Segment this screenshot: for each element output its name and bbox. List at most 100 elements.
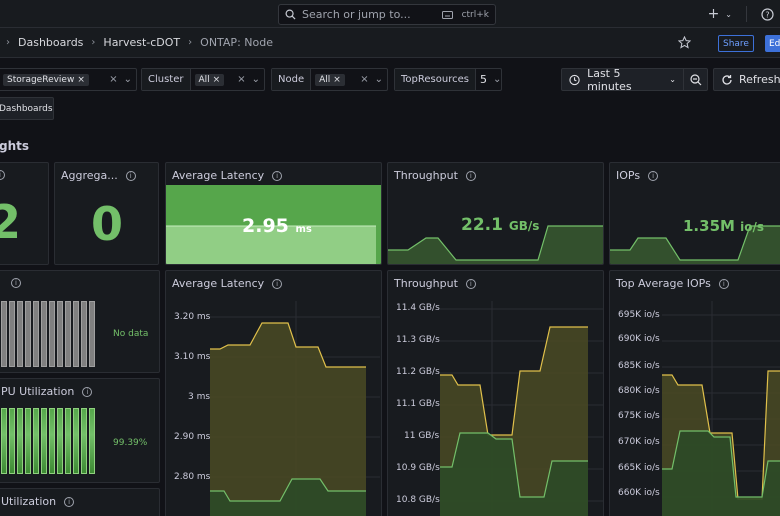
topresources-variable[interactable]: TopResources 5 ⌄	[394, 68, 502, 91]
timeseries-panel-iops[interactable]: Top Average IOPs i 695K io/s 690K io/s 68…	[609, 270, 780, 516]
refresh-button[interactable]: Refresh	[713, 68, 780, 91]
info-icon[interactable]: i	[465, 278, 476, 289]
breadcrumb-folder[interactable]: Harvest-cDOT	[103, 36, 181, 49]
clock-icon	[569, 74, 580, 85]
keyboard-icon	[441, 10, 453, 19]
y-tick: 11.4 GB/s	[396, 303, 440, 313]
stat-panel-throughput[interactable]: Throughput i 22.1 GB/s	[387, 162, 604, 265]
clear-icon[interactable]: ×	[109, 74, 118, 85]
variable-label: TopResources	[395, 69, 476, 90]
variable-chip[interactable]: All ×	[315, 73, 345, 86]
top-bar: Search or jump to... ctrl+k + ⌄ ?	[0, 0, 780, 28]
cpu-value: 99.39%	[113, 438, 148, 448]
stat-unit: ms	[295, 224, 312, 235]
y-tick: 11.3 GB/s	[396, 335, 440, 345]
close-icon[interactable]: ×	[212, 74, 221, 85]
variable-label: Cluster	[142, 69, 191, 90]
y-tick: 3.10 ms	[174, 352, 211, 362]
y-tick: 695K io/s	[618, 310, 660, 320]
latency-sparkline	[166, 225, 376, 264]
clear-icon[interactable]: ×	[360, 74, 369, 85]
info-icon[interactable]: i	[648, 170, 659, 181]
chevron-right-icon: ›	[188, 37, 193, 48]
node-variable[interactable]: Node All × × ⌄	[271, 68, 388, 91]
time-range-label: Last 5 minutes	[587, 66, 632, 93]
y-tick: 11.1 GB/s	[396, 399, 440, 409]
bargauge-panel-cpu[interactable]: PU Utilization i 99.39%	[0, 378, 160, 483]
panel-title-text: PU Utilization	[1, 385, 75, 398]
info-icon[interactable]: i	[465, 170, 476, 181]
variable-chip[interactable]: All ×	[194, 73, 225, 86]
search-input[interactable]: Search or jump to... ctrl+k	[278, 4, 496, 25]
latency-chart	[210, 301, 380, 516]
clear-icon[interactable]: ×	[237, 74, 246, 85]
variable-chip[interactable]: StorageReview ×	[3, 73, 89, 86]
bargauge-panel-nodata[interactable]: i No data	[0, 270, 160, 373]
info-icon[interactable]: i	[11, 278, 21, 288]
search-placeholder: Search or jump to...	[302, 8, 411, 21]
zoom-out-button[interactable]	[683, 69, 707, 90]
refresh-icon	[722, 74, 732, 85]
stat-panel-latency[interactable]: Average Latency i 2.95 ms	[165, 162, 382, 265]
help-icon[interactable]: ?	[761, 7, 774, 21]
stat-value: 0	[91, 197, 124, 251]
chevron-down-icon[interactable]: ⌄	[374, 74, 383, 85]
variable-value: 5	[479, 73, 487, 86]
chip-label: All	[198, 74, 210, 85]
panel-title: IOPs i	[616, 169, 659, 182]
y-tick: 660K io/s	[618, 488, 660, 498]
chevron-down-icon[interactable]: ⌄	[725, 9, 732, 19]
chevron-down-icon[interactable]: ⌄	[123, 74, 132, 85]
y-tick: 665K io/s	[618, 463, 660, 473]
datacenter-variable[interactable]: StorageReview × × ⌄	[0, 68, 137, 91]
variable-label: Node	[272, 69, 312, 90]
panel-title-text: Throughput	[394, 169, 458, 182]
close-icon[interactable]: ×	[333, 74, 341, 85]
breadcrumb-dashboards[interactable]: Dashboards	[18, 36, 84, 49]
bar-gauge	[1, 408, 95, 474]
nav-bar: › Dashboards › Harvest-cDOT › ONTAP: Nod…	[0, 28, 780, 58]
info-icon[interactable]: i	[718, 278, 729, 289]
stat-unit: io/s	[740, 220, 765, 234]
bargauge-panel-utilization[interactable]: Utilization i	[0, 488, 160, 516]
shortcut-text: ctrl+k	[461, 9, 489, 20]
info-icon[interactable]: i	[82, 386, 93, 397]
stat-panel-count[interactable]: i 2	[0, 162, 49, 265]
star-icon[interactable]	[678, 36, 691, 49]
panel-title-text: IOPs	[616, 169, 641, 182]
y-tick: 11 GB/s	[404, 431, 440, 441]
chevron-right-icon: ›	[91, 37, 96, 48]
y-tick: 670K io/s	[618, 437, 660, 447]
panel-title-text: Average Latency	[172, 277, 265, 290]
info-icon[interactable]: i	[0, 170, 5, 180]
breadcrumb: › Dashboards › Harvest-cDOT › ONTAP: Nod…	[6, 36, 273, 49]
edit-button[interactable]: Ed	[765, 35, 780, 52]
info-icon[interactable]: i	[125, 170, 136, 181]
cluster-variable[interactable]: Cluster All × × ⌄	[141, 68, 265, 91]
chevron-down-icon[interactable]: ⌄	[492, 74, 502, 85]
info-icon[interactable]: i	[64, 496, 75, 507]
time-range-picker[interactable]: Last 5 minutes ⌄	[561, 66, 708, 93]
stat-panel-iops[interactable]: IOPs i 1.35M io/s	[609, 162, 780, 265]
chip-label: StorageReview	[7, 74, 75, 85]
stat-panel-aggregates[interactable]: Aggrega... i 0	[54, 162, 159, 265]
info-icon[interactable]: i	[272, 278, 283, 289]
dashboards-link[interactable]: Dashboards	[0, 97, 54, 120]
y-tick: 2.80 ms	[174, 472, 211, 482]
panel-title: Throughput i	[394, 169, 476, 182]
y-tick: 680K io/s	[618, 386, 660, 396]
refresh-label: Refresh	[739, 73, 780, 86]
row-title[interactable]: ghts	[0, 139, 30, 153]
close-icon[interactable]: ×	[77, 74, 85, 85]
chip-label: All	[319, 74, 331, 85]
y-tick: 3 ms	[188, 392, 211, 402]
zoom-out-icon	[689, 73, 701, 85]
info-icon[interactable]: i	[272, 170, 283, 181]
timeseries-panel-throughput[interactable]: Throughput i 11.4 GB/s 11.3 GB/s 11.2 GB/…	[387, 270, 604, 516]
chevron-down-icon[interactable]: ⌄	[251, 74, 260, 85]
add-icon[interactable]: +	[707, 6, 720, 22]
throughput-chart	[440, 301, 603, 516]
timeseries-panel-latency[interactable]: Average Latency i 3.20 ms 3.10 ms 3 ms 2.…	[165, 270, 382, 516]
panel-title: Utilization i	[1, 495, 75, 508]
share-button[interactable]: Share	[718, 35, 754, 52]
